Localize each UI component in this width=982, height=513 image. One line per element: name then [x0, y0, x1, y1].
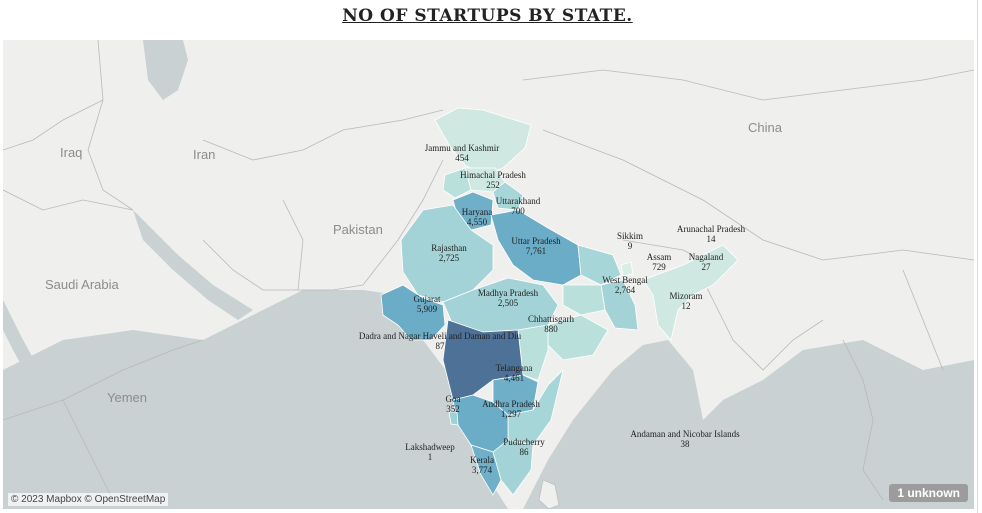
red-sea — [3, 300, 73, 440]
arabian-sea — [3, 290, 508, 509]
state-label: Lakshadweep 1 — [405, 442, 455, 462]
state-label: Jammu and Kashmir 454 — [424, 143, 500, 163]
map-attribution[interactable]: © 2023 Mapbox © OpenStreetMap — [8, 493, 169, 506]
state-label: West Bengal 2,764 — [602, 275, 648, 295]
state-label: Sikkim 9 — [616, 231, 644, 251]
state-label: Haryana 4,550 — [461, 207, 493, 227]
state-label: Dadra and Nagar Haveli and Daman and Diu… — [358, 331, 522, 351]
state-label: Madhya Pradesh 2,505 — [477, 288, 539, 308]
state-label: Puducherry 86 — [503, 437, 545, 457]
state-label: Goa 352 — [445, 394, 461, 414]
panel-divider — [977, 0, 978, 513]
sri-lanka — [538, 479, 560, 509]
unknown-locations-badge[interactable]: 1 unknown — [889, 484, 968, 502]
state-label: Nagaland 27 — [688, 252, 724, 272]
choropleth-map[interactable]: Iraq Iran Pakistan China Saudi Arabia Ye… — [3, 40, 974, 509]
country-label-yemen: Yemen — [107, 390, 147, 405]
state-punjab — [442, 167, 472, 199]
state-label: Mizoram 12 — [669, 291, 703, 311]
state-goa — [448, 411, 459, 426]
state-jharkhand — [562, 284, 606, 316]
country-label-pakistan: Pakistan — [333, 222, 383, 237]
state-label: Gujarat 5,909 — [413, 294, 441, 314]
state-label: Himachal Pradesh 252 — [460, 170, 526, 190]
state-bihar — [577, 244, 622, 286]
state-label: Assam 729 — [646, 252, 672, 272]
state-uttarakhand — [492, 181, 524, 211]
country-borders — [3, 40, 974, 501]
caspian-sea — [143, 40, 188, 100]
state-kerala — [470, 444, 502, 496]
state-label: Andaman and Nicobar Islands 38 — [630, 429, 740, 449]
state-gujarat — [380, 284, 446, 341]
india-states — [380, 107, 739, 496]
state-label: Uttarakhand 700 — [495, 196, 541, 216]
state-label: Uttar Pradesh 7,761 — [511, 236, 561, 256]
persian-gulf — [133, 210, 253, 320]
map-canvas — [3, 40, 974, 509]
country-label-iraq: Iraq — [60, 145, 83, 160]
map-title: NO OF STARTUPS BY STATE. — [342, 6, 633, 26]
state-northeast — [642, 244, 739, 341]
country-label-saudi-arabia: Saudi Arabia — [45, 277, 119, 292]
state-label: Kerala 3,774 — [470, 455, 494, 475]
country-label-iran: Iran — [193, 147, 216, 162]
state-jammu-kashmir — [434, 107, 532, 176]
state-label: Arunachal Pradesh 14 — [676, 224, 746, 244]
state-sikkim — [620, 261, 634, 277]
state-uttar-pradesh — [490, 209, 582, 286]
state-rajasthan — [400, 204, 494, 303]
country-label-china: China — [748, 120, 782, 135]
state-label: Telangana 4,461 — [495, 363, 533, 383]
state-label: Chhattisgarh 880 — [528, 314, 574, 334]
state-label: Rajasthan 2,725 — [431, 243, 467, 263]
bay-of-bengal — [523, 340, 974, 509]
state-label: Andhra Pradesh 1,297 — [482, 399, 540, 419]
